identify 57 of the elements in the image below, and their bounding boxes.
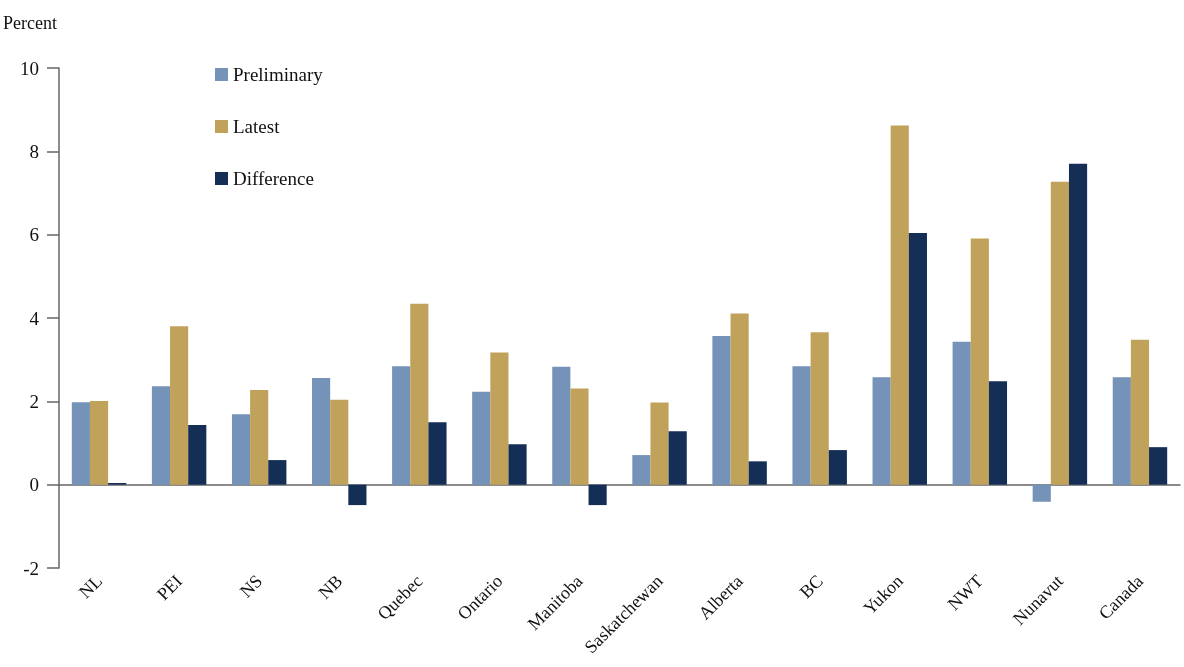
y-tick-label: 0 xyxy=(29,474,39,496)
bar xyxy=(792,366,811,485)
bar xyxy=(632,455,651,485)
bar xyxy=(330,399,349,485)
bar xyxy=(268,460,287,485)
bar xyxy=(170,326,189,485)
x-tick-label: NB xyxy=(314,570,347,603)
bar xyxy=(952,341,971,485)
legend-label: Preliminary xyxy=(233,64,324,85)
bar xyxy=(712,335,731,485)
bar xyxy=(1050,181,1069,485)
x-tick-label: NS xyxy=(235,570,267,602)
y-axis-title: Percent xyxy=(3,13,57,33)
bar xyxy=(570,388,589,485)
bar xyxy=(490,352,509,485)
legend-label: Latest xyxy=(233,116,281,137)
y-tick-label: -2 xyxy=(23,557,39,579)
bar xyxy=(872,377,891,485)
bar xyxy=(730,313,749,485)
y-tick-label: 2 xyxy=(29,390,39,412)
bar xyxy=(1149,447,1168,485)
x-tick-label: PEI xyxy=(152,570,187,605)
bar xyxy=(552,366,571,485)
bar xyxy=(970,238,989,485)
bar xyxy=(1112,377,1131,485)
legend-label: Difference xyxy=(233,168,314,189)
bar xyxy=(508,444,527,485)
x-tick-label: BC xyxy=(795,570,827,603)
bar xyxy=(650,402,669,485)
y-tick-label: 10 xyxy=(20,57,39,79)
bar xyxy=(71,402,90,485)
bar xyxy=(428,422,447,485)
bar xyxy=(810,332,829,485)
bar xyxy=(231,414,251,485)
y-tick-label: 8 xyxy=(29,140,39,162)
bar xyxy=(250,390,269,485)
bar xyxy=(188,425,207,485)
bar xyxy=(151,386,171,485)
bar xyxy=(1130,339,1150,485)
bar xyxy=(908,233,927,485)
bar xyxy=(588,484,607,506)
y-tick-label: 4 xyxy=(29,307,40,329)
bar xyxy=(410,303,429,485)
bar xyxy=(1032,484,1051,502)
bar xyxy=(392,366,411,485)
bar xyxy=(1068,163,1088,485)
bar xyxy=(890,125,909,485)
bar xyxy=(988,381,1008,485)
x-tick-label: NL xyxy=(75,570,107,603)
bar xyxy=(312,378,331,485)
bar xyxy=(668,431,687,485)
bar xyxy=(348,484,367,506)
bar xyxy=(89,400,109,485)
bar xyxy=(828,450,847,485)
y-tick-label: 6 xyxy=(29,224,39,246)
bar xyxy=(472,391,491,485)
bar xyxy=(748,461,767,485)
